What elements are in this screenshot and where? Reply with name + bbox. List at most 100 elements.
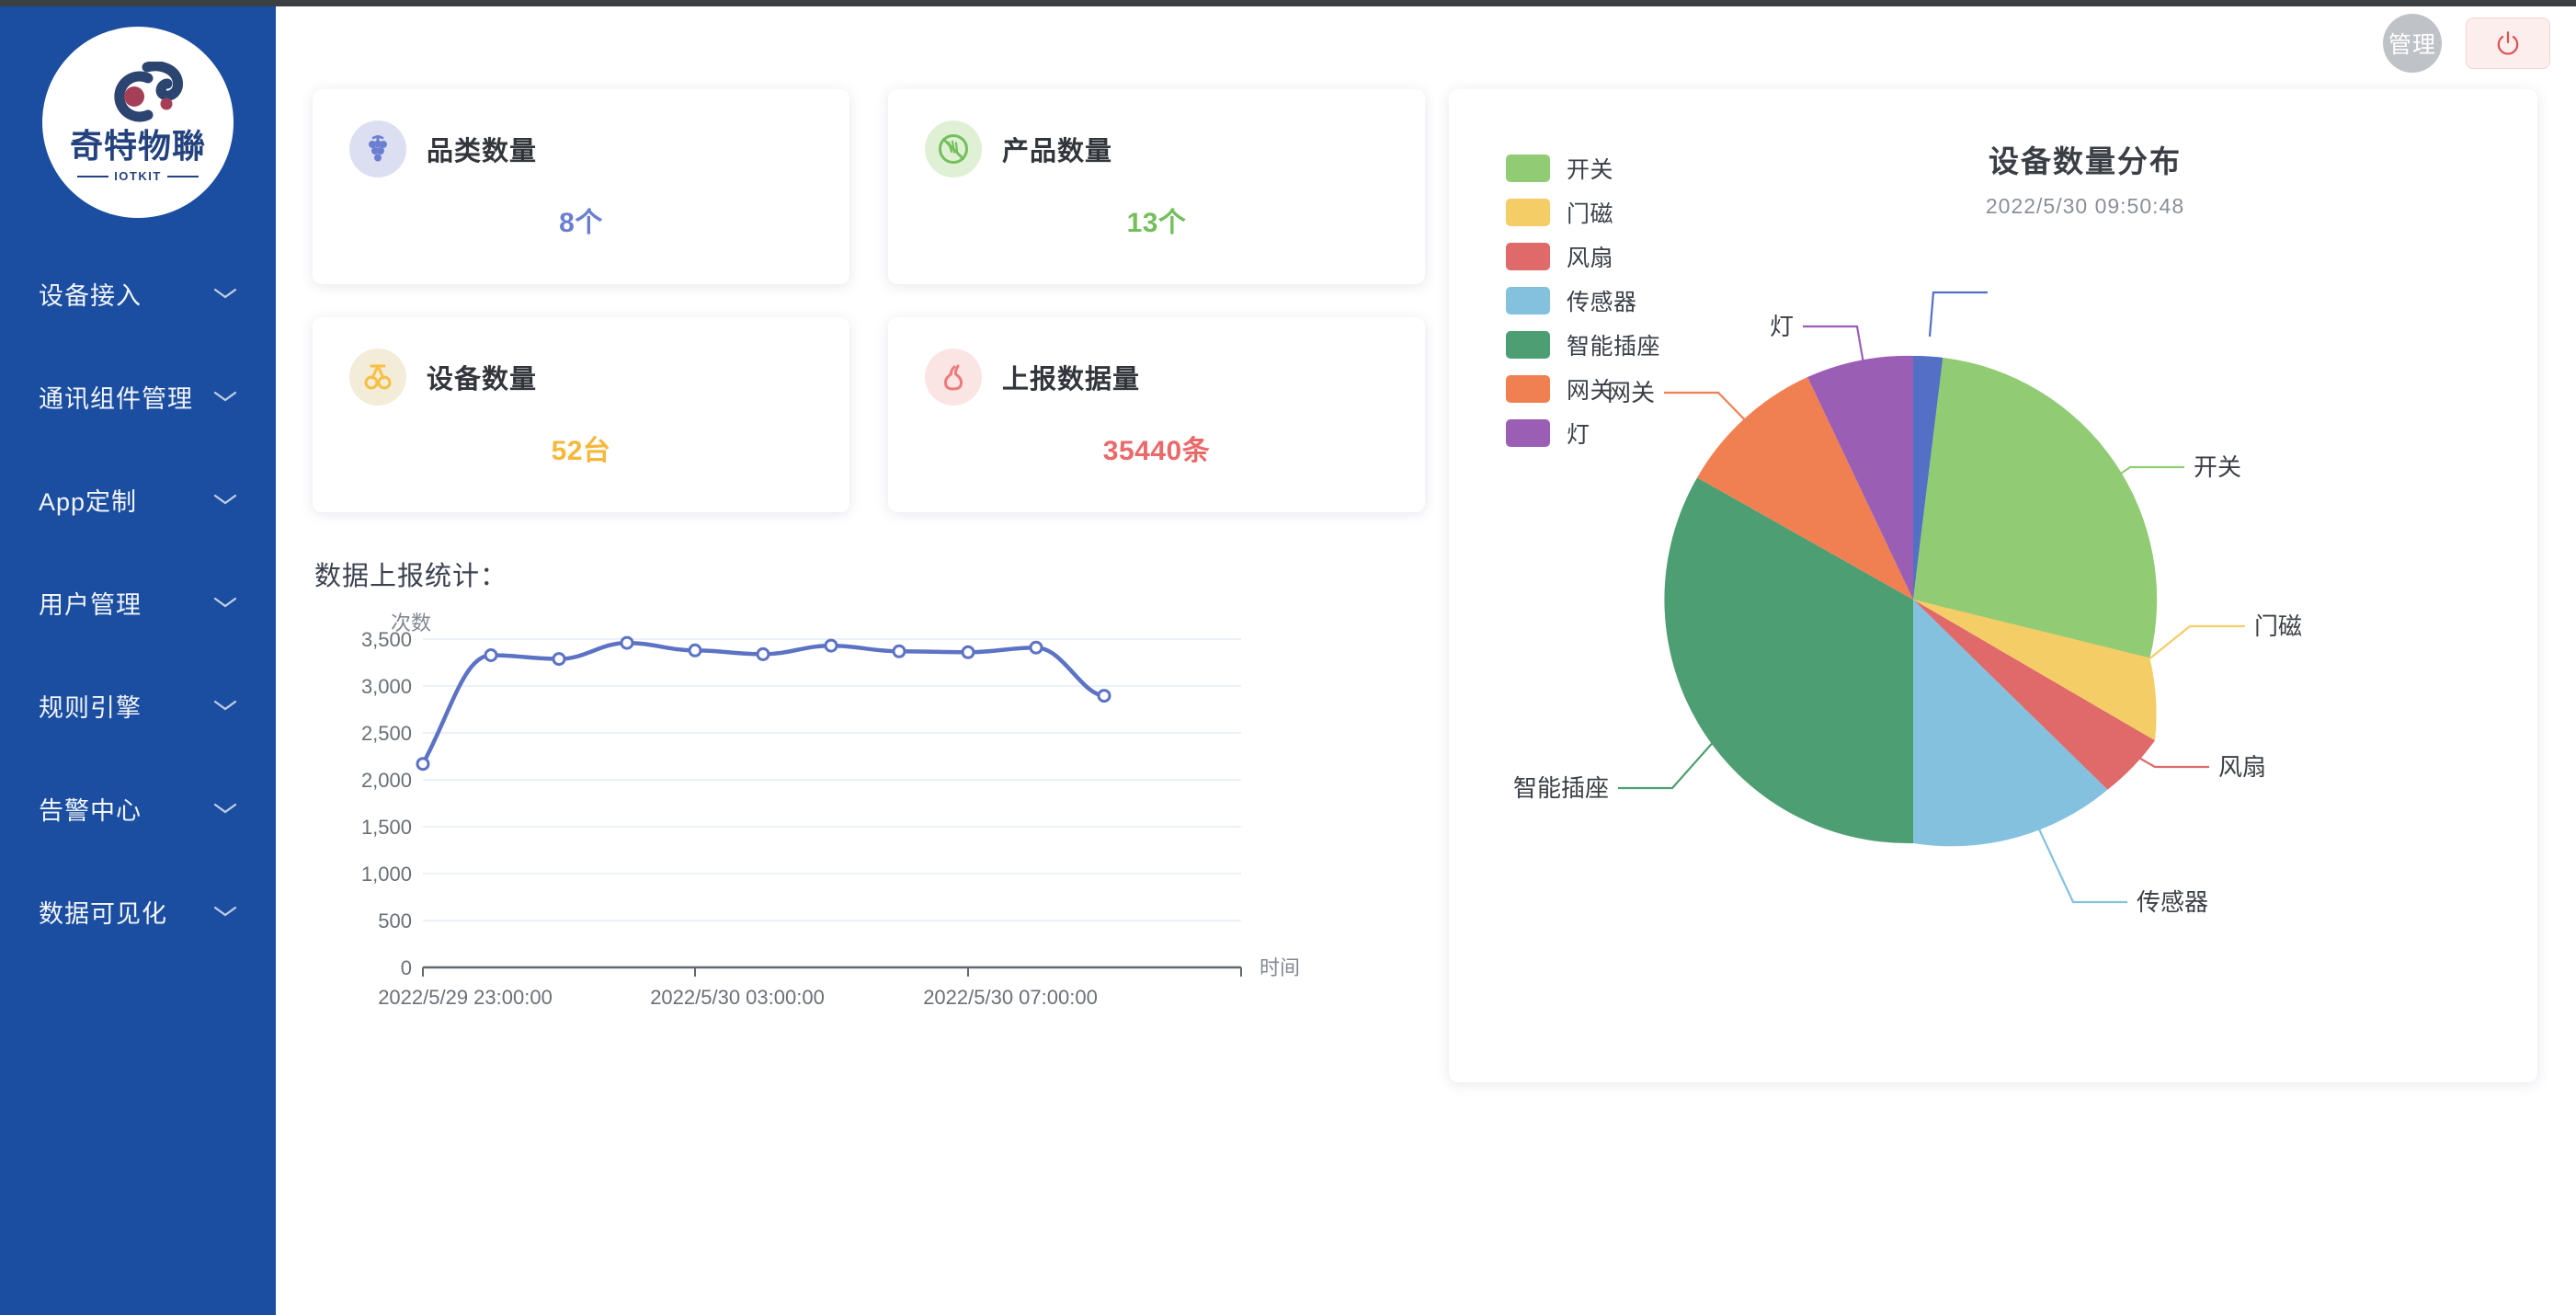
legend-swatch	[1506, 199, 1550, 226]
svg-text:0: 0	[401, 956, 412, 979]
legend-label: 传感器	[1567, 290, 1637, 315]
pie-chart-svg[interactable]: 开关 门磁 风扇 传感器 智能插座 网关 灯	[1449, 89, 2537, 1082]
legend-item-switch[interactable]: 开关	[1506, 146, 1660, 190]
pie-label-gateway: 网关	[1607, 379, 1655, 406]
legend-label: 开关	[1567, 157, 1614, 183]
pie-chart-legend: 开关 门磁 风扇 传感器	[1506, 146, 1660, 455]
legend-swatch	[1506, 287, 1550, 314]
line-chart-xlabel: 时间	[1260, 956, 1300, 979]
left-column: 品类数量 8个	[276, 89, 1425, 1082]
pie-slice-unlabeled-2	[1913, 356, 1943, 600]
window-top-strip	[0, 0, 2576, 6]
pie-slice-light-2	[1807, 355, 1913, 600]
chevron-down-icon	[213, 700, 237, 711]
power-icon	[2497, 31, 2519, 55]
brand-divider: IOTKIT	[77, 169, 199, 183]
stat-card-product-count[interactable]: 产品数量 13个	[888, 89, 1425, 284]
sidebar-item-app-custom[interactable]: App定制	[0, 448, 276, 551]
stat-card-report-data-count[interactable]: 上报数据量 35440条	[888, 317, 1425, 512]
legend-item-light[interactable]: 灯	[1506, 411, 1660, 455]
avatar[interactable]: 管理	[2383, 14, 2442, 73]
pie-label-light: 灯	[1770, 313, 1794, 340]
svg-text:1,500: 1,500	[361, 816, 412, 839]
brand-logo[interactable]: 奇特物聯 IOTKIT	[0, 6, 276, 234]
line-chart-ylabel: 次数	[391, 612, 431, 635]
svg-text:500: 500	[378, 909, 412, 932]
content-area: 品类数量 8个	[276, 80, 2576, 1082]
stat-card-device-count[interactable]: 设备数量 52台	[313, 317, 849, 512]
legend-swatch	[1506, 154, 1550, 182]
line-chart-point	[824, 638, 838, 653]
card-title: 上报数据量	[1002, 365, 1141, 394]
pie-slice-smart-socket-2	[1664, 477, 1913, 844]
card-header: 品类数量	[349, 120, 813, 177]
svg-text:3,500: 3,500	[361, 628, 412, 651]
sidebar-item-data-visualization[interactable]: 数据可见化	[0, 860, 276, 963]
pie-slice-gateway-2	[1697, 377, 1913, 600]
sidebar-item-user-management[interactable]: 用户管理	[0, 551, 276, 654]
legend-label: 智能插座	[1567, 334, 1661, 360]
legend-item-door-sensor[interactable]: 门磁	[1506, 190, 1660, 234]
card-header: 产品数量	[925, 120, 1388, 177]
top-header: 管理	[276, 6, 2576, 80]
legend-item-smart-socket[interactable]: 智能插座	[1506, 323, 1660, 367]
pie-leader-switch	[2085, 465, 2184, 498]
grape-icon	[349, 120, 406, 177]
legend-item-fan[interactable]: 风扇	[1506, 234, 1660, 279]
line-chart-point	[620, 635, 634, 650]
pie-label-fan: 风扇	[2218, 753, 2266, 781]
pie-label-sensor: 传感器	[2137, 888, 2208, 916]
legend-item-gateway[interactable]: 网关	[1506, 367, 1660, 411]
line-chart-point	[756, 646, 770, 661]
logout-button[interactable]	[2466, 17, 2550, 69]
brand-name-en: IOTKIT	[114, 169, 162, 183]
sidebar-menu: 设备接入 通讯组件管理 App定制 用户管理 规则引擎 告警中心	[0, 242, 276, 963]
logo-circle: 奇特物聯 IOTKIT	[42, 27, 234, 218]
stat-card-category-count[interactable]: 品类数量 8个	[313, 89, 849, 284]
legend-label: 风扇	[1567, 246, 1614, 271]
chevron-down-icon	[213, 494, 237, 505]
sidebar-item-device-access[interactable]: 设备接入	[0, 242, 276, 345]
line-chart-point	[1097, 689, 1111, 703]
sidebar-item-rule-engine[interactable]: 规则引擎	[0, 654, 276, 757]
pie-chart-title: 设备数量分布	[1989, 144, 2182, 178]
line-chart-xtick-2: 2022/5/30 07:00:00	[923, 986, 1098, 1009]
sidebar-item-alarm-center[interactable]: 告警中心	[0, 757, 276, 860]
legend-swatch	[1506, 331, 1550, 359]
svg-text:2,000: 2,000	[361, 769, 412, 792]
pie-chart-subtitle: 2022/5/30 09:50:48	[1985, 194, 2185, 218]
card-value: 52台	[551, 436, 611, 466]
legend-swatch	[1506, 243, 1550, 270]
pie-chart-panel: 设备数量分布 2022/5/30 09:50:48 开关 门磁	[1449, 89, 2537, 1082]
stat-cards: 品类数量 8个	[313, 89, 1425, 512]
sidebar-item-comm-components[interactable]: 通讯组件管理	[0, 345, 276, 448]
cherry-icon	[349, 349, 406, 406]
chevron-down-icon	[213, 906, 237, 917]
svg-text:2,500: 2,500	[361, 722, 412, 745]
sidebar-item-label: App定制	[39, 487, 138, 516]
avatar-label: 管理	[2388, 32, 2436, 58]
pie-leader-smart-socket	[1618, 738, 1717, 790]
pie-chart-title-block: 设备数量分布 2022/5/30 09:50:48	[1449, 137, 2537, 219]
lime-slice-icon	[925, 120, 982, 177]
pie-slice-fan-2	[1913, 600, 2155, 790]
line-chart-point	[892, 644, 906, 658]
sidebar-item-label: 通讯组件管理	[39, 384, 193, 413]
chevron-down-icon	[213, 597, 237, 608]
pear-icon	[925, 349, 982, 406]
line-chart-xtick-1: 2022/5/30 03:00:00	[650, 986, 825, 1009]
chevron-down-icon	[213, 391, 237, 402]
pie-leader-sensor	[2027, 805, 2127, 904]
legend-label: 门磁	[1567, 201, 1614, 227]
svg-text:3,000: 3,000	[361, 675, 412, 698]
legend-item-sensor[interactable]: 传感器	[1506, 279, 1660, 323]
sidebar-item-label: 数据可见化	[39, 899, 167, 928]
pie-label-door-sensor: 门磁	[2254, 612, 2302, 640]
legend-label: 网关	[1567, 378, 1614, 404]
svg-text:1,000: 1,000	[361, 863, 412, 886]
line-chart-point	[1029, 640, 1043, 655]
line-chart[interactable]: 次数 3,500 3,000 2,500 2,000 1,500 1,000 5…	[313, 602, 1397, 1053]
card-header: 设备数量	[349, 349, 813, 406]
main-content: 管理	[276, 0, 2576, 1315]
